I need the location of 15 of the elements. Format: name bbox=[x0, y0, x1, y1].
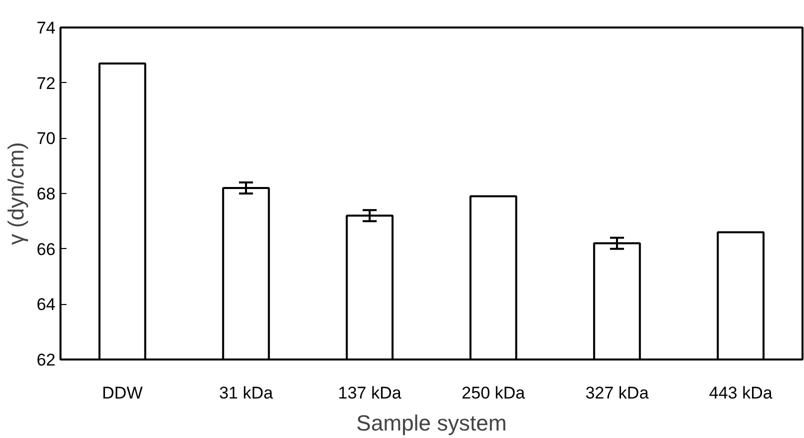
y-tick-label: 72 bbox=[36, 74, 56, 93]
x-tick-label: 250 kDa bbox=[462, 384, 526, 402]
y-tick-label: 68 bbox=[36, 184, 56, 204]
x-tick-label: 443 kDa bbox=[709, 384, 773, 402]
x-tick-label: 31 kDa bbox=[219, 384, 274, 402]
y-tick-label: 74 bbox=[36, 18, 56, 38]
x-axis-title: Sample system bbox=[356, 410, 507, 436]
y-tick-label: 66 bbox=[36, 240, 56, 259]
y-tick-label: 64 bbox=[36, 295, 56, 314]
y-axis-title: γ (dyn/cm) bbox=[4, 142, 29, 245]
x-tick-label: 327 kDa bbox=[585, 384, 650, 402]
y-tick-label: 62 bbox=[36, 350, 56, 370]
y-tick-label: 70 bbox=[36, 129, 56, 148]
x-tick-label: 137 kDa bbox=[338, 384, 402, 402]
x-tick-label: DDW bbox=[102, 384, 143, 402]
